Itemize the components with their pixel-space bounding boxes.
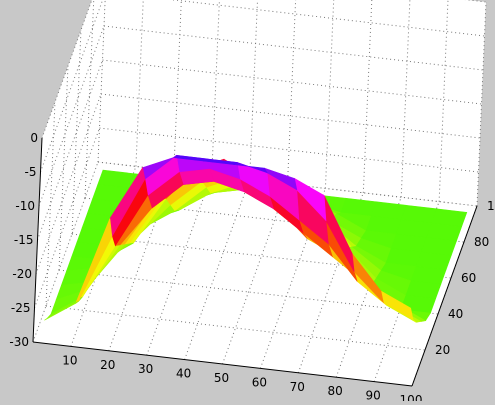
x-tick-label: 30	[138, 362, 153, 376]
y-tick-label: 40	[448, 307, 463, 321]
surface-mesh	[44, 154, 468, 323]
x-tick-label: 70	[290, 380, 305, 394]
axis-line	[32, 137, 43, 343]
axis-line	[32, 341, 413, 387]
y-tick-label: 80	[474, 235, 489, 249]
x-tick-label: 60	[252, 375, 267, 389]
z-tick-label: -20	[12, 267, 32, 281]
z-tick-label: -30	[9, 335, 29, 349]
side-pane	[33, 0, 106, 342]
y-tick-label: 20	[435, 343, 450, 357]
x-tick-label: 50	[214, 371, 229, 385]
x-tick-label: 90	[365, 389, 380, 401]
y-tick-label: 100	[487, 199, 495, 213]
z-tick-label: -15	[14, 233, 34, 247]
z-tick-label: -10	[15, 199, 35, 213]
back-pane	[98, 0, 486, 206]
y-tick-label: 60	[461, 271, 476, 285]
axis-line	[411, 205, 478, 387]
x-tick-label: 10	[62, 353, 77, 367]
x-tick-label: 80	[328, 384, 343, 398]
x-tick-label: 40	[176, 367, 191, 381]
x-tick-label: 20	[100, 358, 115, 372]
z-tick-label: -25	[11, 301, 31, 315]
z-tick-label: 0	[30, 131, 38, 145]
surface-patch	[44, 300, 79, 321]
z-tick-label: -5	[25, 165, 37, 179]
grid-lines	[32, 0, 487, 387]
x-tick-label: 100	[400, 393, 423, 401]
